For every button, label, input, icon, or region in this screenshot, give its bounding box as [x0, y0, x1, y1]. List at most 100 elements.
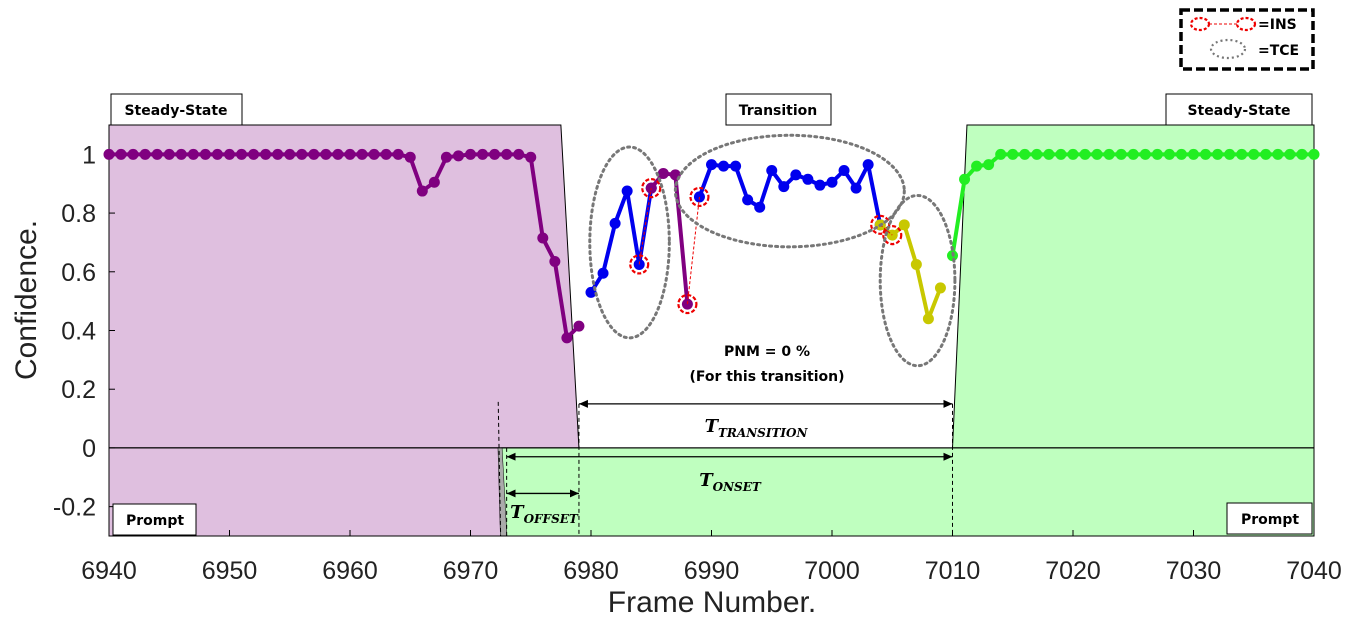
ins-marker-5 [882, 224, 903, 246]
data-point-3-3 [730, 160, 742, 172]
data-point-0-34 [513, 148, 525, 160]
data-point-0-15 [284, 148, 296, 160]
data-point-5-12 [1091, 148, 1103, 160]
data-point-5-19 [1175, 148, 1187, 160]
data-point-5-21 [1200, 148, 1212, 160]
data-point-0-30 [465, 148, 476, 160]
x-tick-label-6960: 6960 [322, 557, 378, 585]
x-tick-label-7040: 7040 [1286, 557, 1342, 585]
data-point-4-4 [922, 313, 934, 325]
series-line-3 [697, 162, 883, 226]
data-point-4-2 [898, 219, 910, 231]
data-point-5-4 [995, 148, 1007, 160]
data-point-0-25 [404, 151, 416, 163]
data-point-0-10 [224, 148, 235, 160]
data-point-5-28 [1284, 148, 1296, 160]
tce-ellipse-2 [878, 193, 957, 368]
legend-box: =INS =TCE [1179, 8, 1315, 71]
y-tick-label-0.8: 0.8 [61, 200, 96, 228]
t-onset-label: TONSET [699, 470, 762, 494]
data-point-1-1 [597, 267, 609, 279]
ins-marker-4 [870, 214, 891, 235]
ins-link-1 [686, 196, 700, 305]
data-point-0-6 [175, 148, 187, 160]
data-point-0-7 [187, 148, 199, 160]
y-tick-label-1: 1 [82, 141, 96, 169]
data-point-5-24 [1236, 148, 1248, 160]
data-point-0-32 [489, 148, 501, 160]
data-point-5-6 [1019, 148, 1031, 160]
data-point-0-12 [248, 148, 260, 160]
data-point-1-2 [609, 217, 621, 229]
data-point-0-22 [368, 148, 380, 160]
x-tick-label-7030: 7030 [1166, 557, 1222, 585]
x-tick-label-6980: 6980 [563, 557, 619, 585]
data-point-0-16 [296, 148, 308, 160]
data-point-3-9 [802, 173, 814, 185]
x-tick-label-6970: 6970 [443, 557, 499, 585]
legend-ins-label: =INS [1258, 17, 1297, 33]
data-point-5-16 [1139, 148, 1151, 160]
data-point-5-1 [959, 173, 971, 185]
data-point-5-9 [1055, 148, 1067, 160]
y-axis-title: Confidence. [10, 220, 43, 380]
data-point-5-18 [1163, 148, 1175, 160]
data-point-5-3 [983, 159, 995, 171]
label-steady-state-right: Steady-State [1165, 93, 1313, 126]
data-point-5-27 [1272, 148, 1284, 160]
data-point-5-25 [1248, 148, 1260, 160]
offset-guide-line [497, 401, 502, 537]
data-point-0-39 [573, 320, 585, 332]
pnm-note: (For this transition) [689, 369, 844, 385]
data-point-0-31 [477, 148, 489, 160]
data-point-0-27 [428, 176, 440, 188]
data-point-3-10 [814, 179, 826, 191]
data-point-0-36 [537, 232, 549, 244]
data-point-5-22 [1212, 148, 1224, 160]
data-point-0-20 [344, 148, 356, 160]
data-point-3-8 [790, 169, 802, 181]
data-point-4-5 [934, 282, 946, 294]
regions-layer [108, 124, 1315, 537]
data-point-3-7 [778, 181, 790, 193]
data-point-0-3 [139, 148, 151, 160]
data-point-5-30 [1308, 148, 1320, 160]
pnm-label: PNM = 0 % [724, 344, 810, 360]
label-prompt-right: Prompt [1226, 502, 1313, 535]
tce-ellipse-0 [588, 145, 671, 340]
steady-state-region-left [108, 124, 580, 449]
axes-layer: 6940 6950 6960 6970 6980 6990 7000 7010 7020 7030… [53, 125, 1342, 585]
data-point-5-2 [971, 160, 983, 172]
svg-text:Prompt: Prompt [126, 513, 184, 529]
data-point-0-0 [103, 148, 115, 160]
label-transition: Transition [725, 93, 832, 126]
data-point-0-33 [501, 148, 513, 160]
data-point-0-1 [115, 148, 127, 160]
data-point-5-14 [1115, 148, 1127, 160]
data-point-3-12 [838, 165, 850, 177]
data-point-5-15 [1127, 148, 1139, 160]
data-point-3-5 [754, 201, 766, 213]
data-point-0-17 [308, 148, 320, 160]
data-point-0-18 [320, 148, 332, 160]
data-point-0-5 [163, 148, 175, 160]
data-point-3-2 [718, 160, 730, 172]
data-point-3-11 [826, 176, 838, 188]
y-tick-label-0.2: 0.2 [61, 376, 96, 404]
dimension-layer [497, 399, 953, 537]
data-point-0-38 [561, 332, 573, 344]
ins-link-0 [638, 188, 652, 265]
data-point-0-35 [525, 151, 537, 163]
y-tick-label-0.4: 0.4 [61, 318, 96, 346]
svg-text:Transition: Transition [739, 103, 818, 119]
data-point-0-11 [236, 148, 248, 160]
data-point-5-5 [1007, 148, 1019, 160]
data-point-3-6 [766, 165, 778, 177]
x-tick-label-7020: 7020 [1045, 557, 1101, 585]
data-point-0-2 [127, 148, 139, 160]
x-tick-label-6950: 6950 [202, 557, 258, 585]
series-layer [103, 148, 1320, 344]
legend-tce-marker [1209, 38, 1247, 60]
data-point-5-11 [1079, 148, 1091, 160]
